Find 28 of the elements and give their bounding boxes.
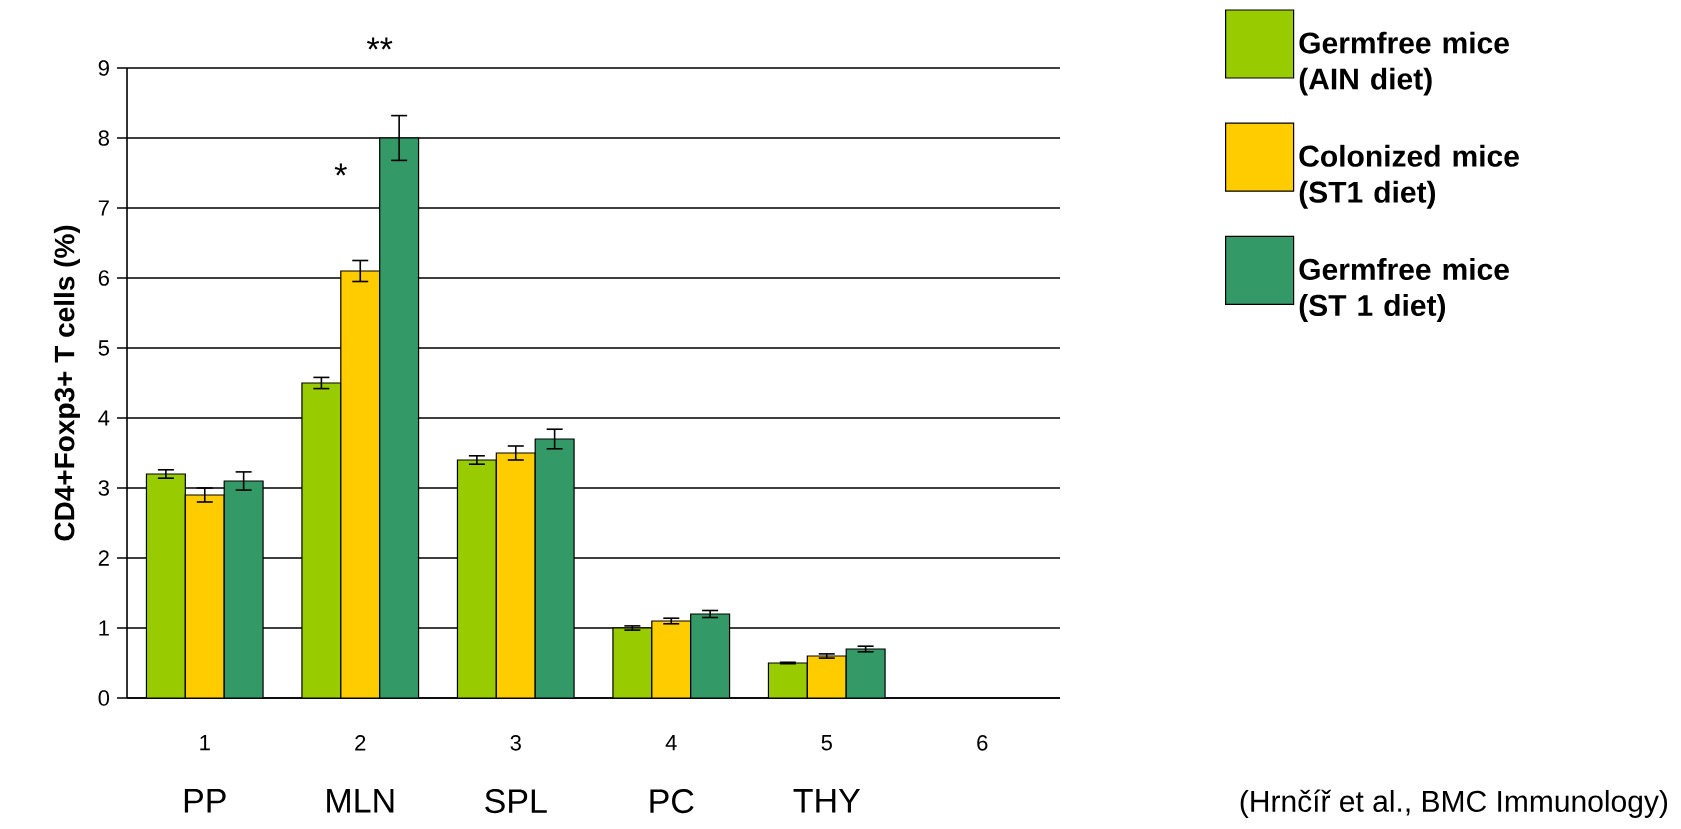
y-tick-label: 9 (98, 60, 109, 76)
text: ** (367, 37, 393, 50)
x-tick-label: 4 (665, 735, 677, 751)
y-tick-label: 4 (98, 410, 110, 426)
y-tick-label: 3 (98, 480, 109, 496)
legend-label: Colonized mice (ST1 diet) (1299, 144, 1519, 209)
x-tick-label: 3 (510, 735, 521, 751)
annotation: * (334, 163, 347, 176)
legend-label: Germfree mice (AIN diet) (1299, 31, 1509, 96)
text: THY (793, 789, 861, 813)
text: (Hrnčíř et al., BMC Immunology) (1240, 789, 1668, 818)
y-axis-title: CD4+Foxp3+ T cells (%) (53, 225, 80, 541)
y-tick-label: 6 (98, 270, 109, 286)
text: PC (650, 789, 694, 814)
y-tick-label: 1 (99, 620, 109, 636)
x-tick-label: 5 (821, 735, 832, 751)
y-tick-label: 2 (98, 550, 109, 566)
y-tick-label: 5 (98, 340, 109, 356)
x-tick-label: 1 (200, 735, 210, 751)
y-tick-label: 7 (98, 200, 109, 216)
legend-label: Germfree mice (ST 1 diet) (1299, 258, 1509, 322)
text: MLN (327, 789, 394, 813)
x-tick-label: 6 (977, 735, 988, 751)
y-tick-label: 0 (98, 690, 110, 706)
text: SPL (485, 789, 547, 814)
x-tick-label: 2 (355, 735, 366, 751)
y-tick-label: 8 (98, 130, 109, 146)
text: PP (184, 789, 226, 813)
